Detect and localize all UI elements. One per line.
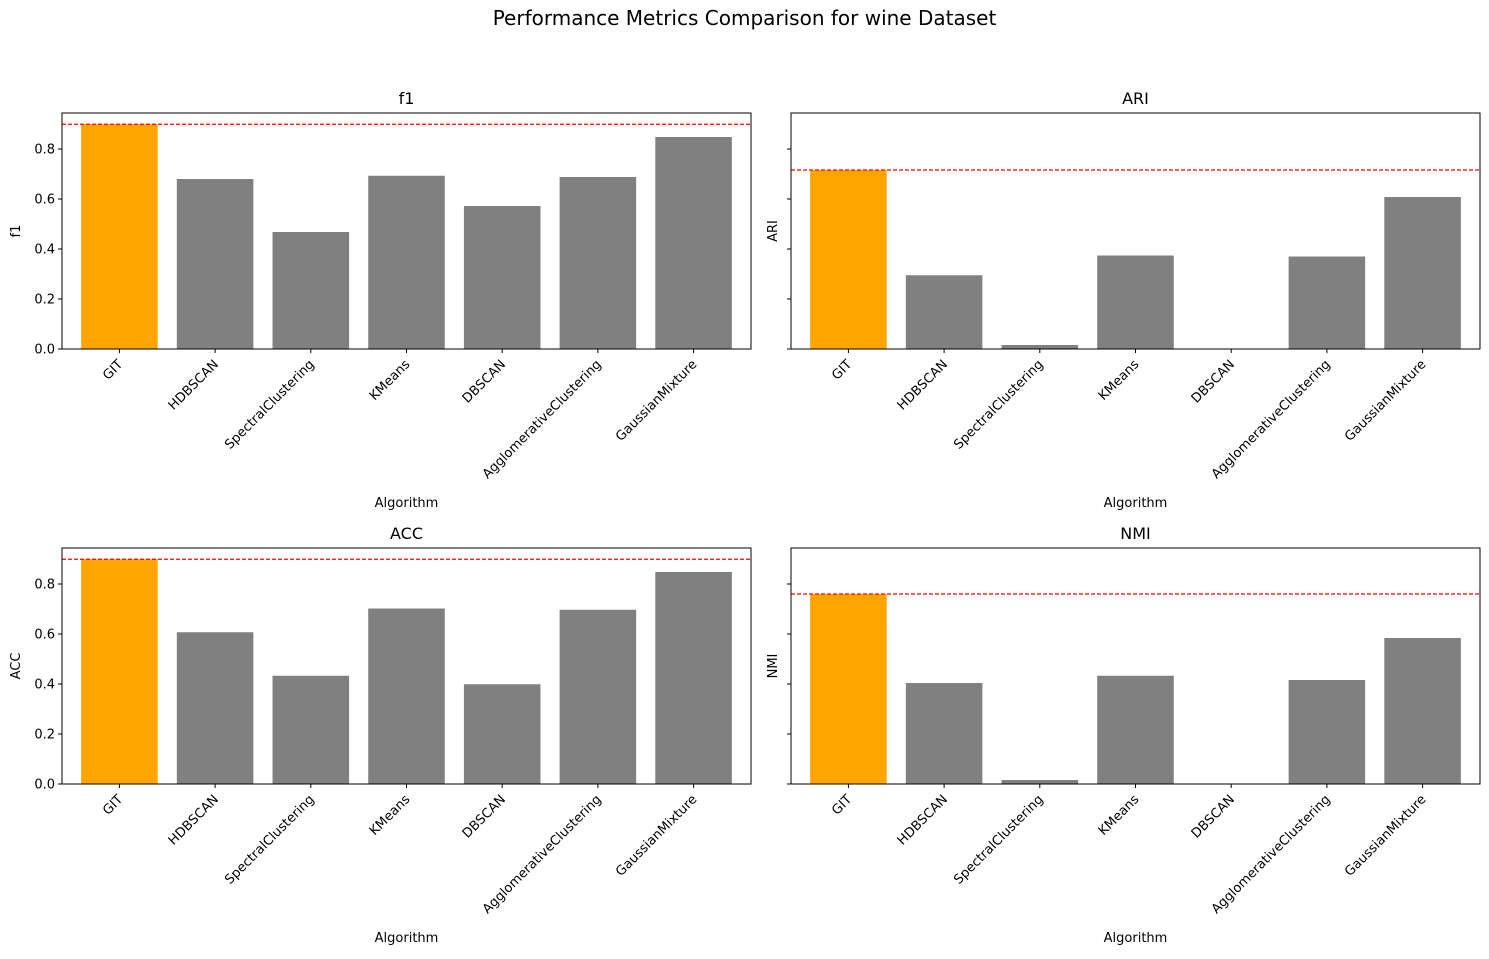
bar-kmeans: [1097, 675, 1174, 784]
bar-dbscan: [463, 206, 541, 349]
bar-dbscan: [463, 684, 541, 784]
chart-panel-ari: GIT HDBSCAN SpectralClustering KMeans DBSCAN…: [766, 89, 1481, 511]
x-axis-label: Algorithm: [375, 931, 439, 946]
y-tick-label: 0.6: [34, 628, 55, 643]
x-tick-label: KMeans: [1096, 792, 1143, 839]
x-tick-label: HDBSCAN: [895, 792, 951, 848]
x-tick-label: SpectralClustering: [951, 792, 1046, 887]
bar-hdbscan: [905, 683, 983, 784]
x-tick-label: GaussianMixture: [613, 357, 700, 444]
figure-title: Performance Metrics Comparison for wine …: [492, 6, 997, 30]
x-tick-label: GIT: [829, 357, 855, 383]
x-tick-label: GIT: [100, 792, 126, 818]
chart-title: ACC: [390, 524, 423, 543]
bar-spectralclustering: [1001, 780, 1079, 784]
bar-hdbscan: [176, 632, 254, 784]
y-tick-label: 0.2: [34, 728, 55, 743]
x-tick-label: HDBSCAN: [166, 357, 222, 413]
y-tick-label: 0.8: [34, 578, 55, 593]
y-axis-label: ARI: [766, 220, 781, 242]
bar-spectralclustering: [272, 675, 350, 784]
chart-title: ARI: [1122, 89, 1149, 108]
chart-title: NMI: [1120, 524, 1151, 543]
x-tick-label: KMeans: [367, 357, 414, 404]
y-axis-label: NMI: [766, 654, 781, 679]
bar-spectralclustering: [272, 232, 350, 349]
x-tick-label: DBSCAN: [1189, 792, 1238, 841]
bar-agglomerativeclustering: [559, 177, 637, 349]
x-tick-label: KMeans: [367, 792, 414, 839]
x-tick-label: KMeans: [1096, 357, 1143, 404]
x-axis-label: Algorithm: [1104, 496, 1168, 511]
x-tick-label: SpectralClustering: [951, 357, 1046, 452]
bar-git: [810, 170, 887, 349]
bar-hdbscan: [905, 275, 983, 349]
chart-title: f1: [399, 89, 415, 108]
y-tick-label: 0.4: [34, 678, 55, 693]
y-tick-label: 0.4: [34, 243, 55, 258]
bar-kmeans: [1097, 255, 1174, 349]
x-tick-label: GaussianMixture: [1342, 357, 1429, 444]
bar-spectralclustering: [1001, 345, 1079, 349]
bar-agglomerativeclustering: [1288, 680, 1366, 784]
y-tick-label: 0.0: [34, 343, 55, 358]
x-axis-label: Algorithm: [1104, 931, 1168, 946]
bar-agglomerativeclustering: [559, 609, 637, 784]
x-tick-label: GaussianMixture: [613, 792, 700, 879]
x-tick-label: GIT: [100, 357, 126, 383]
bar-git: [81, 559, 158, 784]
chart-panel-nmi: GIT HDBSCAN SpectralClustering KMeans DBSCAN…: [766, 524, 1481, 946]
bar-gaussianmixture: [1384, 638, 1461, 784]
bar-hdbscan: [176, 179, 254, 349]
x-tick-label: HDBSCAN: [895, 357, 951, 413]
bar-git: [810, 594, 887, 784]
x-tick-label: SpectralClustering: [222, 357, 317, 452]
x-tick-label: DBSCAN: [460, 357, 509, 406]
x-axis-label: Algorithm: [375, 496, 439, 511]
x-tick-label: GIT: [829, 792, 855, 818]
y-tick-label: 0.2: [34, 293, 55, 308]
bar-kmeans: [368, 608, 445, 784]
chart-panel-acc: 0.0 0.2 0.4 0.6 0.8 GIT HDBSCAN SpectralCluster…: [9, 524, 752, 946]
bar-git: [81, 124, 158, 349]
y-tick-label: 0.8: [34, 143, 55, 158]
y-tick-label: 0.6: [34, 193, 55, 208]
x-tick-label: DBSCAN: [460, 792, 509, 841]
x-tick-label: HDBSCAN: [166, 792, 222, 848]
bar-gaussianmixture: [655, 137, 732, 349]
x-tick-label: DBSCAN: [1189, 357, 1238, 406]
bar-kmeans: [368, 175, 445, 349]
chart-panel-f1: 0.0 0.2 0.4 0.6 0.8 GIT HDBSCAN SpectralCluster…: [9, 89, 752, 511]
y-axis-label: ACC: [9, 653, 24, 680]
x-tick-label: GaussianMixture: [1342, 792, 1429, 879]
bar-agglomerativeclustering: [1288, 256, 1366, 349]
x-tick-label: SpectralClustering: [222, 792, 317, 887]
bar-gaussianmixture: [1384, 197, 1461, 349]
y-tick-label: 0.0: [34, 778, 55, 793]
y-axis-label: f1: [9, 225, 24, 238]
bar-gaussianmixture: [655, 572, 732, 784]
